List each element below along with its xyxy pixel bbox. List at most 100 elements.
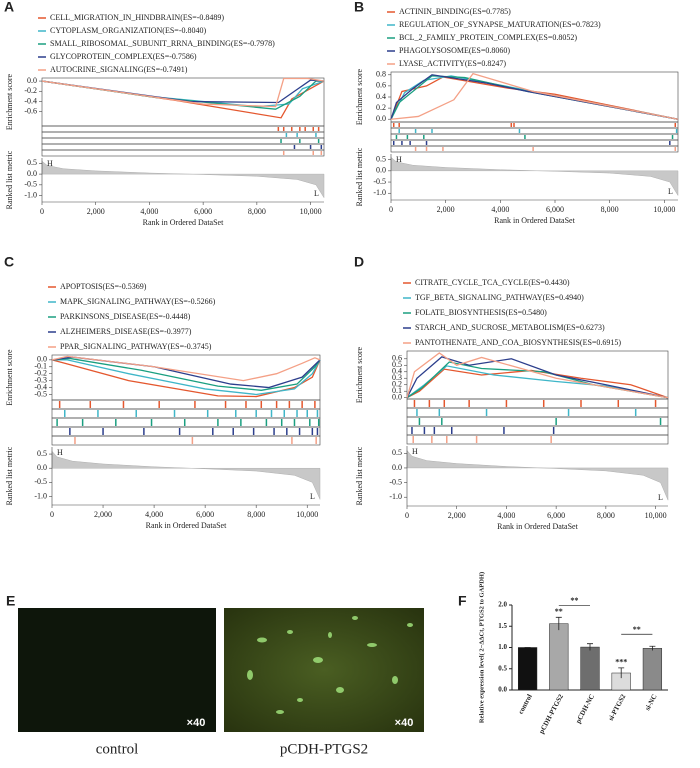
- hit-row: [406, 407, 669, 418]
- hit-row: [41, 149, 325, 157]
- y-tick-label: 0.0: [392, 393, 402, 402]
- y-tick-label: -0.4: [34, 382, 47, 391]
- x-tick-label: 4,000: [491, 205, 509, 214]
- plot-frame: [390, 71, 679, 123]
- es-line: [406, 368, 669, 399]
- legend-label: REGULATION_OF_SYNAPSE_MATURATION(ES=0.78…: [399, 20, 601, 29]
- ranked-metric: [41, 160, 325, 199]
- y-axis-label: Enrichment score: [355, 346, 364, 403]
- low-marker: L: [668, 187, 673, 196]
- x-tick-label: 10,000: [300, 207, 322, 216]
- x-axis-label: Rank in Ordered DataSet: [497, 522, 578, 531]
- error-bar: [649, 645, 656, 651]
- x-tick-label: 0: [389, 205, 393, 214]
- hit-row: [41, 125, 325, 133]
- y-tick-label: -1.0: [389, 492, 402, 501]
- legend-label: AUTOCRINE_SIGNALING(ES=-0.7491): [50, 65, 188, 74]
- y-tick-label: 0.0: [376, 114, 386, 123]
- x-tick-label: 8,000: [247, 510, 265, 519]
- legend-label: LYASE_ACTIVITY(ES=0.8247): [399, 59, 506, 68]
- hit-row: [51, 408, 321, 419]
- legend-label: PHAGOLYSOSOME(ES=0.8060): [399, 46, 510, 55]
- y-axis-label: Ranked list metric: [355, 147, 364, 206]
- x-tick-label: control: [517, 693, 534, 716]
- y-tick-label: 0.5: [37, 449, 47, 458]
- legend-label: BCL_2_FAMILY_PROTEIN_COMPLEX(ES=0.8052): [399, 33, 577, 42]
- y-tick-label: 0.5: [498, 664, 507, 672]
- legend-label: PANTOTHENATE_AND_COA_BIOSYNTHESIS(ES=0.6…: [415, 338, 621, 347]
- y-tick-label: 0.2: [376, 103, 386, 112]
- y-tick-label: -0.4: [24, 96, 37, 105]
- hit-row: [390, 133, 679, 141]
- hit-row: [41, 143, 325, 151]
- hit-row: [390, 145, 679, 153]
- y-axis-label: Ranked list metric: [5, 446, 14, 505]
- legend-label: ALZHEIMERS_DISEASE(ES=-0.3977): [60, 327, 192, 336]
- y-tick-label: 0.3: [392, 373, 402, 382]
- x-tick-label: 4,000: [140, 207, 158, 216]
- y-tick-label: 0.2: [392, 380, 402, 389]
- legend-label: CYTOPLASM_ORGANIZATION(ES=-0.8040): [50, 26, 206, 35]
- ranked-metric: [390, 156, 679, 197]
- high-marker: H: [396, 155, 402, 164]
- hit-row: [51, 417, 321, 428]
- x-tick-label: 10,000: [296, 510, 318, 519]
- y-tick-label: -1.0: [34, 491, 47, 500]
- x-tick-label: 6,000: [194, 207, 212, 216]
- es-line: [390, 74, 679, 120]
- error-bar: [587, 643, 593, 651]
- legend-label: PARKINSONS_DISEASE(ES=-0.4448): [60, 312, 191, 321]
- x-tick-label: si-PTGS2: [607, 693, 628, 723]
- es-line: [390, 76, 679, 120]
- panel-letter: F: [458, 593, 467, 609]
- y-tick-label: -0.3: [34, 375, 47, 384]
- comparison-label: **: [570, 596, 578, 605]
- y-tick-label: 0.0: [376, 166, 386, 175]
- legend-label: MAPK_SIGNALING_PATHWAY(ES=-0.5266): [60, 297, 216, 306]
- y-tick-label: 0.0: [392, 463, 402, 472]
- x-tick-label: 0: [50, 510, 54, 519]
- low-marker: L: [658, 493, 663, 502]
- y-tick-label: 0.5: [376, 154, 386, 163]
- y-tick-label: 0.4: [392, 367, 402, 376]
- low-marker: L: [310, 492, 315, 501]
- y-axis-label: Enrichment score: [355, 68, 364, 125]
- micrograph: [18, 608, 216, 732]
- legend-label: STARCH_AND_SUCROSE_METABOLISM(ES=0.6273): [415, 323, 605, 332]
- legend-label: FOLATE_BIOSYNTHESIS(ES=0.5480): [415, 308, 547, 317]
- y-tick-label: -0.2: [24, 86, 37, 95]
- bar: [642, 648, 663, 691]
- panel-letter: A: [4, 0, 14, 15]
- legend-label: ACTININ_BINDING(ES=0.7785): [399, 7, 511, 16]
- y-tick-label: -0.5: [34, 477, 47, 486]
- y-tick-label: 0.0: [27, 169, 37, 178]
- x-tick-label: 8,000: [597, 511, 615, 520]
- y-tick-label: -0.5: [373, 177, 386, 186]
- hit-row: [390, 127, 679, 135]
- legend-label: PPAR_SIGNALING_PATHWAY(ES=-0.3745): [60, 342, 212, 351]
- hit-row: [41, 131, 325, 139]
- es-line: [406, 356, 669, 399]
- y-tick-label: -0.6: [24, 107, 37, 116]
- micrograph: [224, 608, 424, 732]
- y-tick-label: 1.0: [498, 643, 507, 651]
- y-tick-label: 0.6: [376, 81, 386, 90]
- panel-letter: B: [354, 0, 364, 15]
- hit-row: [390, 121, 679, 129]
- y-tick-label: -1.0: [24, 190, 37, 199]
- x-tick-label: 0: [40, 207, 44, 216]
- y-tick-label: 0.1: [392, 386, 402, 395]
- y-tick-label: -0.5: [34, 389, 47, 398]
- hit-row: [51, 435, 321, 446]
- legend-label: CELL_MIGRATION_IN_HINDBRAIN(ES=-0.8489): [50, 13, 224, 22]
- y-tick-label: -0.2: [34, 369, 47, 378]
- y-tick-label: 0.5: [392, 448, 402, 457]
- y-axis-label: Enrichment score: [5, 73, 14, 130]
- y-tick-label: 2.0: [498, 601, 507, 609]
- x-tick-label: pCDH-PTGS2: [537, 692, 565, 735]
- legend-label: APOPTOSIS(ES=-0.5369): [60, 282, 147, 291]
- bar: [517, 647, 538, 691]
- y-axis-label: Ranked list metric: [5, 150, 14, 209]
- legend-label: TGF_BETA_SIGNALING_PATHWAY(ES=0.4940): [415, 293, 584, 302]
